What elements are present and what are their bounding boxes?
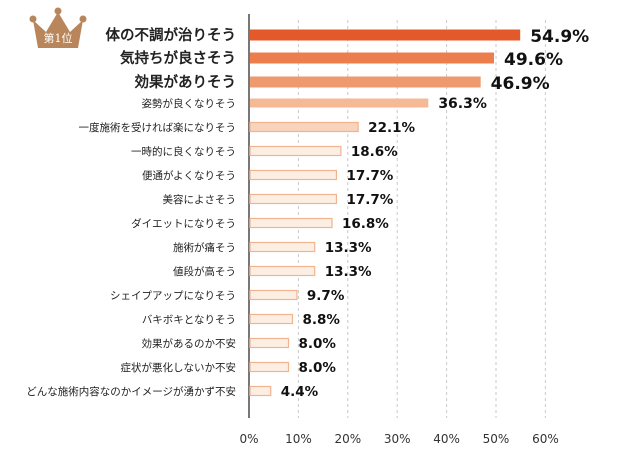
x-tick-label: 50% (483, 432, 510, 446)
category-label: 姿勢が良くなりそう (142, 97, 237, 110)
bar (249, 169, 338, 181)
x-tick-label: 0% (239, 432, 258, 446)
category-label: 値段が高そう (173, 265, 236, 278)
bar (249, 121, 359, 133)
x-tick-label: 20% (334, 432, 361, 446)
bar (249, 265, 316, 277)
rank-badge-text: 第1位 (44, 31, 73, 45)
category-label: 一度施術を受ければ楽になりそう (79, 121, 237, 134)
crown-jewel (54, 7, 62, 15)
bar (249, 241, 316, 253)
value-label: 9.7% (307, 288, 345, 304)
bar (249, 313, 294, 325)
bar (249, 385, 272, 397)
value-label: 13.3% (325, 240, 372, 256)
value-label: 17.7% (346, 168, 393, 184)
value-label: 8.0% (299, 360, 337, 376)
category-label: 施術が痛そう (173, 241, 236, 254)
category-label: ダイエットになりそう (131, 217, 236, 230)
value-label: 54.9% (530, 27, 589, 47)
x-tick-label: 10% (285, 432, 312, 446)
value-label: 13.3% (325, 264, 372, 280)
category-label: 一時的に良くなりそう (131, 145, 236, 158)
category-label: 便通がよくなりそう (142, 169, 236, 182)
x-tick-label: 30% (384, 432, 411, 446)
value-label: 18.6% (351, 144, 398, 160)
bar (249, 193, 338, 205)
crown-icon (33, 12, 83, 48)
bar (250, 29, 521, 41)
category-label: 気持ちが良さそう (120, 49, 236, 67)
bar (249, 289, 298, 301)
category-label: シェイプアップになりそう (110, 290, 236, 302)
category-label: 効果があるのか不安 (142, 337, 237, 350)
x-tick-label: 40% (433, 432, 460, 446)
category-label: 効果がありそう (135, 73, 237, 91)
bar (249, 337, 290, 349)
crown-jewel (29, 15, 37, 23)
category-label: どんな施術内容なのかイメージが湧かず不安 (26, 385, 236, 398)
value-label: 16.8% (342, 216, 389, 232)
bar (249, 145, 342, 157)
value-label: 17.7% (346, 192, 393, 208)
category-label: バキボキとなりそう (142, 314, 236, 326)
bar (250, 98, 429, 108)
x-tick-label: 60% (532, 432, 559, 446)
value-label: 46.9% (491, 74, 550, 94)
crown-jewel (79, 15, 87, 23)
category-label: 体の不調が治りそう (106, 26, 237, 44)
category-label: 美容によさそう (163, 193, 237, 206)
value-label: 49.6% (504, 50, 563, 70)
bar (250, 76, 481, 88)
value-label: 36.3% (438, 96, 487, 112)
value-label: 8.0% (299, 336, 337, 352)
value-label: 4.4% (281, 384, 319, 400)
bar (250, 52, 495, 64)
bar (249, 217, 333, 229)
bar (249, 361, 290, 373)
value-label: 22.1% (368, 120, 415, 136)
category-label: 症状が悪化しないか不安 (121, 361, 237, 374)
value-label: 8.8% (302, 312, 340, 328)
